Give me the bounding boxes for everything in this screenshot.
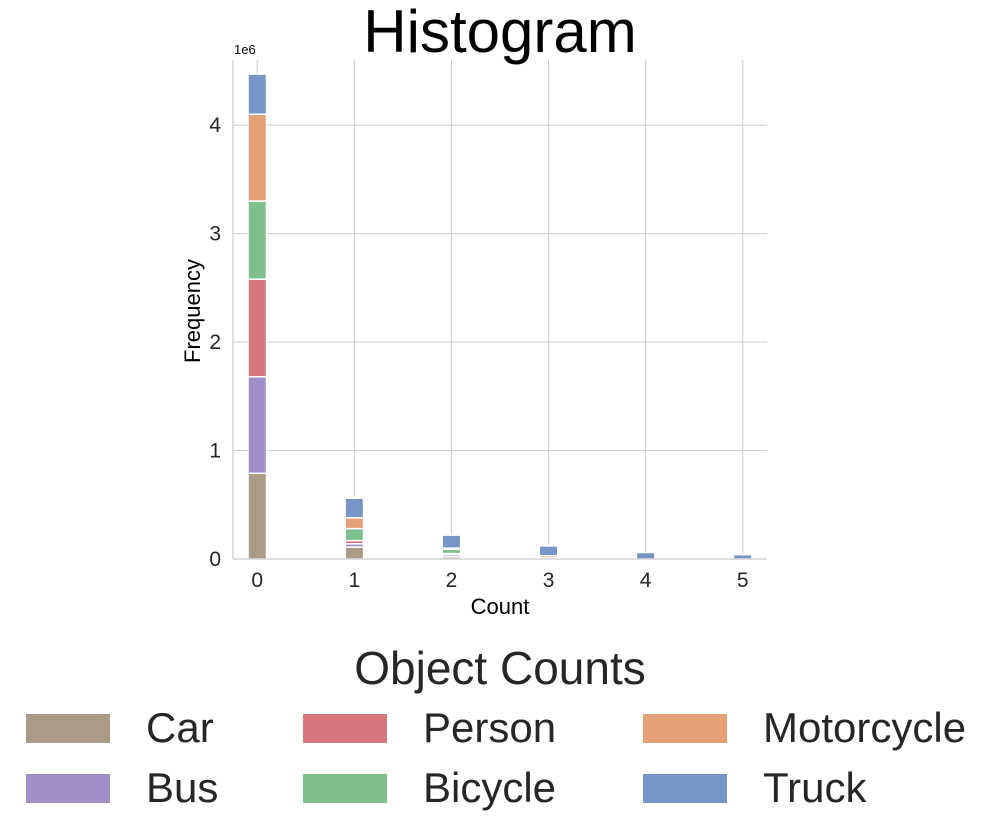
bar-truck-1	[344, 497, 365, 519]
grid-lines	[233, 60, 767, 560]
x-tick-label-2: 2	[446, 569, 458, 592]
tick-labels: 0 1 2 3 4 5 0 1 2 3 4	[209, 114, 748, 592]
legend-swatch-person	[303, 713, 387, 743]
bar-car-0	[247, 472, 268, 560]
bar-truck-0	[247, 73, 268, 115]
legend-label-person: Person	[423, 704, 557, 751]
legend-swatch-truck	[643, 773, 727, 803]
legend-item-person: Person	[303, 706, 556, 750]
x-tick-label-1: 1	[349, 569, 361, 592]
legend-label-motorcycle: Motorcycle	[763, 704, 967, 751]
bar-car-1	[344, 546, 365, 560]
legend: Object Counts Car Person Motorcycle Bus …	[0, 640, 1000, 838]
x-tick-label-4: 4	[640, 569, 652, 592]
legend-item-motorcycle: Motorcycle	[643, 706, 966, 750]
legend-title: Object Counts	[354, 642, 646, 694]
y-tick-label-4: 4	[209, 114, 221, 137]
legend-item-bus: Bus	[26, 766, 218, 810]
y-tick-label-3: 3	[209, 223, 221, 246]
legend-label-truck: Truck	[763, 764, 867, 811]
legend-swatch-bicycle	[303, 773, 387, 803]
bars	[247, 73, 753, 560]
x-tick-label-3: 3	[543, 569, 555, 592]
bar-truck-2	[441, 534, 462, 549]
histogram-chart: Histogram 0 1 2 3 4 5 0 1 2 3 4 Count Frequency 1e…	[180, 0, 767, 619]
y-tick-label-2: 2	[209, 331, 221, 354]
x-axis-label: Count	[471, 594, 530, 619]
legend-label-car: Car	[146, 704, 214, 751]
x-tick-label-0: 0	[251, 569, 263, 592]
legend-swatch-motorcycle	[643, 713, 727, 743]
chart-title: Histogram	[363, 0, 636, 65]
y-tick-label-0: 0	[209, 548, 221, 571]
legend-label-bicycle: Bicycle	[423, 764, 557, 811]
bar-truck-4	[635, 551, 656, 560]
x-tick-label-5: 5	[737, 569, 749, 592]
bar-bicycle-0	[247, 200, 268, 280]
y-axis-offset-label: 1e6	[234, 42, 256, 57]
bar-person-0	[247, 278, 268, 378]
bar-bicycle-1	[344, 527, 365, 542]
legend-swatch-bus	[26, 773, 110, 803]
legend-item-bicycle: Bicycle	[303, 766, 556, 810]
axes	[232, 60, 767, 560]
y-axis-label: Frequency	[180, 259, 205, 363]
bar-truck-5	[732, 553, 753, 560]
bar-motorcycle-0	[247, 113, 268, 202]
y-tick-label-1: 1	[209, 440, 221, 463]
legend-swatch-car	[26, 713, 110, 743]
bar-bus-0	[247, 376, 268, 475]
legend-item-car: Car	[26, 706, 214, 750]
chart-canvas: Histogram 0 1 2 3 4 5 0 1 2 3 4 Count Frequency 1e…	[180, 0, 767, 619]
legend-item-truck: Truck	[643, 766, 866, 810]
bar-truck-3	[538, 545, 559, 557]
legend-label-bus: Bus	[146, 764, 219, 811]
bar-motorcycle-1	[344, 517, 365, 530]
